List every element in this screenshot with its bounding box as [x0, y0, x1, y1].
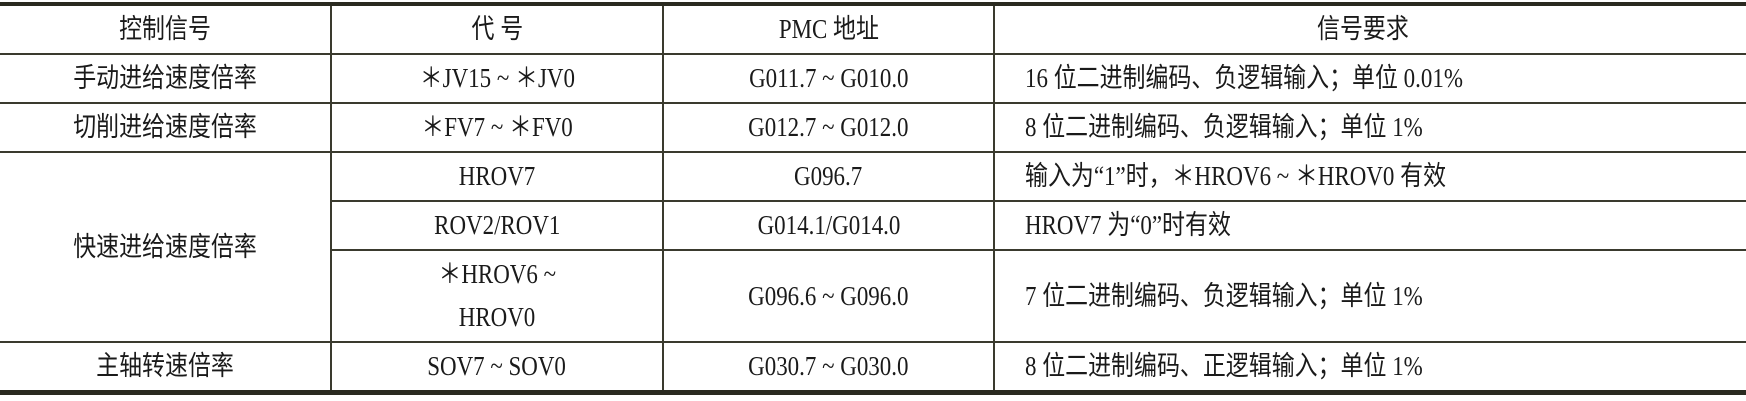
cell-code: ＊JV15 ~ ＊JV0: [330, 53, 664, 104]
cell-text: ＊HROV6 ~: [438, 259, 556, 289]
cell-text: 快速进给速度倍率: [73, 231, 257, 262]
cell-text: 7 位二进制编码、负逻辑输入；单位 1%: [1025, 280, 1423, 311]
cell-text: HROV0: [458, 302, 536, 332]
cell-text: ＊FV7 ~ ＊FV0: [421, 112, 573, 142]
cell-text: 主轴转速倍率: [96, 351, 234, 381]
cell-text: SOV7 ~ SOV0: [427, 351, 567, 381]
cell-address: G096.6 ~ G096.0: [662, 249, 995, 343]
cell-signal: 手动进给速度倍率: [0, 53, 332, 104]
cell-signal: 切削进给速度倍率: [0, 102, 332, 153]
cell-requirement: 7 位二进制编码、负逻辑输入；单位 1%: [993, 249, 1746, 343]
header-signal: 控制信号: [0, 2, 332, 55]
cell-code: ＊FV7 ~ ＊FV0: [330, 102, 664, 153]
cell-requirement: 16 位二进制编码、负逻辑输入；单位 0.01%: [993, 53, 1746, 104]
cell-code: ROV2/ROV1: [331, 200, 664, 251]
header-text: 代 号: [471, 14, 523, 44]
cell-text: G096.7: [794, 161, 863, 191]
cell-text: G096.6 ~ G096.0: [748, 280, 909, 311]
table-row: ＊HROV6 ~ HROV0 G096.6 ~ G096.0 7 位二进制编码、负…: [0, 249, 1746, 343]
cell-code: SOV7 ~ SOV0: [330, 341, 664, 395]
cell-code: ＊HROV6 ~ HROV0: [331, 249, 664, 343]
cell-address: G030.7 ~ G030.0: [662, 341, 995, 395]
cell-text: 8 位二进制编码、正逻辑输入；单位 1%: [1025, 351, 1423, 381]
cell-text: 16 位二进制编码、负逻辑输入；单位 0.01%: [1025, 63, 1463, 93]
table-row: 快速进给速度倍率 HROV7 G096.7 输入为“1”时，＊HROV6 ~ ＊…: [0, 151, 1746, 343]
cell-text: G014.1/G014.0: [757, 210, 900, 240]
cell-requirement: HROV7 为“0”时有效: [993, 200, 1746, 251]
header-requirement: 信号要求: [993, 2, 1746, 55]
header-address: PMC 地址: [662, 2, 995, 55]
cell-code: HROV7: [330, 151, 664, 202]
cell-address: G014.1/G014.0: [662, 200, 995, 251]
cell-address: G011.7 ~ G010.0: [662, 53, 995, 104]
cell-text: G030.7 ~ G030.0: [748, 351, 909, 381]
cell-requirement: 8 位二进制编码、负逻辑输入；单位 1%: [993, 102, 1746, 153]
header-text: PMC 地址: [778, 14, 879, 44]
cell-text: ＊JV15 ~ ＊JV0: [419, 63, 575, 93]
table-row: 手动进给速度倍率 ＊JV15 ~ ＊JV0 G011.7 ~ G010.0 16…: [0, 53, 1746, 104]
cell-text: G011.7 ~ G010.0: [748, 63, 909, 93]
header-text: 控制信号: [119, 14, 211, 44]
header-code: 代 号: [330, 2, 664, 55]
table-row: 切削进给速度倍率 ＊FV7 ~ ＊FV0 G012.7 ~ G012.0 8 位…: [0, 102, 1746, 153]
cell-text: 8 位二进制编码、负逻辑输入；单位 1%: [1025, 112, 1423, 142]
cell-signal: 主轴转速倍率: [0, 341, 332, 395]
cell-requirement: 输入为“1”时，＊HROV6 ~ ＊HROV0 有效: [993, 151, 1746, 202]
table-row: ROV2/ROV1 G014.1/G014.0 HROV7 为“0”时有效: [0, 200, 1746, 251]
cell-text: 切削进给速度倍率: [73, 112, 257, 142]
cell-text: G012.7 ~ G012.0: [748, 112, 909, 142]
cell-text: 手动进给速度倍率: [73, 63, 257, 93]
cell-text: HROV7: [458, 161, 536, 191]
cell-address: G096.7: [662, 151, 995, 202]
cell-text: HROV7 为“0”时有效: [1025, 210, 1231, 240]
cell-requirement: 8 位二进制编码、正逻辑输入；单位 1%: [993, 341, 1746, 395]
cell-signal: 快速进给速度倍率: [0, 151, 332, 343]
table-header: 控制信号 代 号 PMC 地址 信号要求: [0, 2, 1746, 55]
cell-text: 输入为“1”时，＊HROV6 ~ ＊HROV0 有效: [1025, 161, 1447, 191]
cell-text: ROV2/ROV1: [433, 210, 561, 240]
table-row: 主轴转速倍率 SOV7 ~ SOV0 G030.7 ~ G030.0 8 位二进…: [0, 341, 1746, 395]
header-text: 信号要求: [1316, 14, 1409, 44]
cell-address: G012.7 ~ G012.0: [662, 102, 995, 153]
